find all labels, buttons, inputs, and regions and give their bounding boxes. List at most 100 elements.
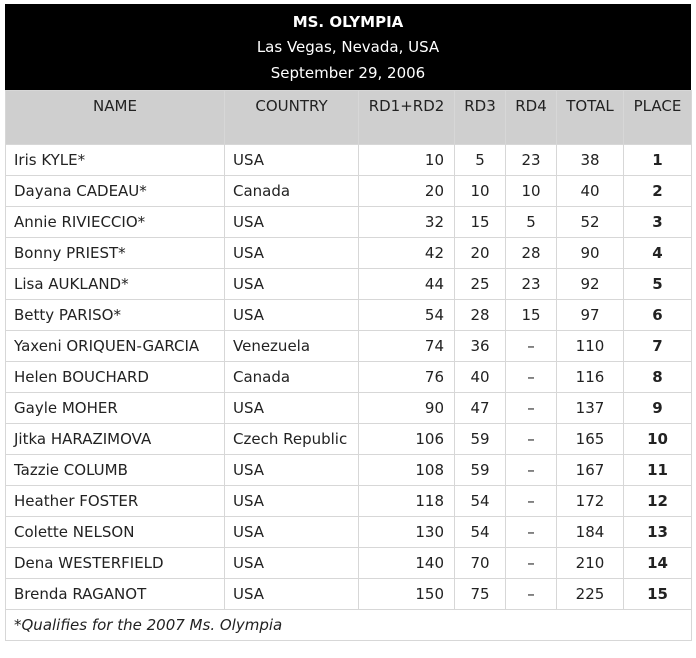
cell-rd4: 23 xyxy=(505,144,557,176)
cell-rd3: 59 xyxy=(454,423,506,455)
cell-total: 110 xyxy=(556,330,624,362)
cell-name: Yaxeni ORIQUEN-GARCIA xyxy=(5,330,225,362)
cell-country: Czech Republic xyxy=(224,423,359,455)
cell-place: 6 xyxy=(623,299,692,331)
cell-rd1-rd2: 42 xyxy=(358,237,455,269)
cell-total: 97 xyxy=(556,299,624,331)
cell-name: Colette NELSON xyxy=(5,516,225,548)
cell-rd4: 23 xyxy=(505,268,557,300)
column-header-place: PLACE xyxy=(623,90,692,145)
cell-rd3: 59 xyxy=(454,454,506,486)
cell-rd4: – xyxy=(505,578,557,610)
table-row: Annie RIVIECCIO* USA 32 15 5 52 3 xyxy=(5,206,692,238)
cell-name: Jitka HARAZIMOVA xyxy=(5,423,225,455)
cell-rd3: 10 xyxy=(454,175,506,207)
cell-total: 38 xyxy=(556,144,624,176)
cell-rd3: 25 xyxy=(454,268,506,300)
cell-place: 5 xyxy=(623,268,692,300)
cell-place: 11 xyxy=(623,454,692,486)
table-row: Helen BOUCHARD Canada 76 40–116 8 xyxy=(5,361,692,393)
cell-rd4: – xyxy=(505,547,557,579)
table-row: Dena WESTERFIELD USA 140 70–210 14 xyxy=(5,547,692,579)
cell-place: 4 xyxy=(623,237,692,269)
cell-name: Heather FOSTER xyxy=(5,485,225,517)
cell-total: 52 xyxy=(556,206,624,238)
cell-total: 92 xyxy=(556,268,624,300)
event-title: MS. OLYMPIA xyxy=(292,13,404,31)
table-row: Tazzie COLUMB USA 108 59–167 11 xyxy=(5,454,692,486)
cell-place: 10 xyxy=(623,423,692,455)
cell-rd4: – xyxy=(505,423,557,455)
cell-rd4: – xyxy=(505,330,557,362)
table-row: Lisa AUKLAND* USA 44 25 23 92 5 xyxy=(5,268,692,300)
column-header-total: TOTAL xyxy=(556,90,624,145)
cell-country: USA xyxy=(224,206,359,238)
cell-country: USA xyxy=(224,144,359,176)
table-row: Brenda RAGANOT USA 150 75–225 15 xyxy=(5,578,692,610)
cell-place: 13 xyxy=(623,516,692,548)
cell-rd4: – xyxy=(505,361,557,393)
cell-rd4: 28 xyxy=(505,237,557,269)
cell-name: Iris KYLE* xyxy=(5,144,225,176)
column-header-rd1-rd2: RD1+RD2 xyxy=(358,90,455,145)
cell-rd3: 5 xyxy=(454,144,506,176)
cell-name: Dayana CADEAU* xyxy=(5,175,225,207)
cell-rd3: 75 xyxy=(454,578,506,610)
footnote-row: *Qualifies for the 2007 Ms. Olympia xyxy=(5,609,692,641)
cell-rd1-rd2: 32 xyxy=(358,206,455,238)
cell-place: 2 xyxy=(623,175,692,207)
table-row: Betty PARISO* USA 54 28 15 97 6 xyxy=(5,299,692,331)
cell-rd1-rd2: 44 xyxy=(358,268,455,300)
cell-total: 90 xyxy=(556,237,624,269)
cell-rd4: – xyxy=(505,485,557,517)
cell-rd1-rd2: 74 xyxy=(358,330,455,362)
cell-rd4: – xyxy=(505,516,557,548)
cell-rd4: 10 xyxy=(505,175,557,207)
cell-rd3: 15 xyxy=(454,206,506,238)
cell-name: Tazzie COLUMB xyxy=(5,454,225,486)
cell-rd3: 20 xyxy=(454,237,506,269)
cell-rd1-rd2: 76 xyxy=(358,361,455,393)
table-row: Gayle MOHER USA 90 47–137 9 xyxy=(5,392,692,424)
cell-rd4: – xyxy=(505,392,557,424)
cell-place: 15 xyxy=(623,578,692,610)
cell-rd4: 15 xyxy=(505,299,557,331)
header-row: NAME COUNTRY RD1+RD2 RD3 RD4 TOTAL PLACE xyxy=(5,90,692,145)
cell-rd4: – xyxy=(505,454,557,486)
cell-place: 8 xyxy=(623,361,692,393)
cell-country: USA xyxy=(224,454,359,486)
table-row: Jitka HARAZIMOVA Czech Republic 106 59–165 1… xyxy=(5,423,692,455)
cell-country: USA xyxy=(224,547,359,579)
cell-country: USA xyxy=(224,237,359,269)
cell-rd1-rd2: 150 xyxy=(358,578,455,610)
cell-rd1-rd2: 90 xyxy=(358,392,455,424)
cell-place: 14 xyxy=(623,547,692,579)
cell-country: USA xyxy=(224,578,359,610)
cell-rd1-rd2: 20 xyxy=(358,175,455,207)
event-date: September 29, 2006 xyxy=(270,64,426,82)
cell-country: USA xyxy=(224,299,359,331)
cell-rd3: 70 xyxy=(454,547,506,579)
cell-country: USA xyxy=(224,485,359,517)
cell-name: Betty PARISO* xyxy=(5,299,225,331)
cell-rd3: 54 xyxy=(454,485,506,517)
cell-total: 172 xyxy=(556,485,624,517)
cell-name: Bonny PRIEST* xyxy=(5,237,225,269)
cell-name: Brenda RAGANOT xyxy=(5,578,225,610)
cell-total: 40 xyxy=(556,175,624,207)
table-row: Bonny PRIEST* USA 42 20 28 90 4 xyxy=(5,237,692,269)
cell-total: 167 xyxy=(556,454,624,486)
cell-total: 137 xyxy=(556,392,624,424)
cell-rd3: 40 xyxy=(454,361,506,393)
footnote: *Qualifies for the 2007 Ms. Olympia xyxy=(5,609,692,641)
cell-rd1-rd2: 118 xyxy=(358,485,455,517)
cell-place: 7 xyxy=(623,330,692,362)
cell-rd1-rd2: 140 xyxy=(358,547,455,579)
cell-rd1-rd2: 130 xyxy=(358,516,455,548)
table-row: Colette NELSON USA 130 54–184 13 xyxy=(5,516,692,548)
cell-country: Canada xyxy=(224,175,359,207)
cell-place: 12 xyxy=(623,485,692,517)
cell-place: 3 xyxy=(623,206,692,238)
cell-rd3: 54 xyxy=(454,516,506,548)
cell-name: Lisa AUKLAND* xyxy=(5,268,225,300)
